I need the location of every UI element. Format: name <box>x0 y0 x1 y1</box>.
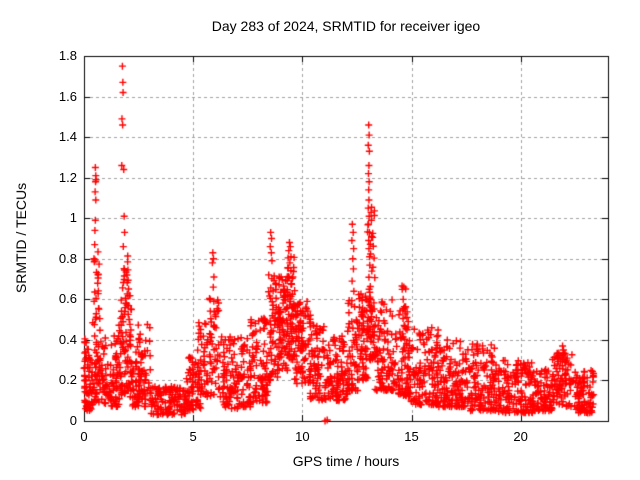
y-tick-label: 0 <box>69 413 77 428</box>
y-tick-label: 0.6 <box>58 291 77 307</box>
y-tick-label: 1.4 <box>58 129 77 145</box>
y-tick-label: 0.8 <box>58 250 77 266</box>
x-axis-label: GPS time / hours <box>292 453 400 469</box>
y-tick-label: 1 <box>69 210 77 226</box>
x-tick-label: 5 <box>189 429 197 444</box>
x-tick-label: 10 <box>295 429 310 444</box>
y-axis-label: SRMTID / TECUs <box>13 182 29 294</box>
y-tick-label: 1.2 <box>58 169 77 185</box>
y-tick-label: 0.2 <box>58 372 77 388</box>
x-tick-label: 0 <box>80 429 88 444</box>
x-tick-label: 20 <box>513 429 528 444</box>
y-tick-label: 1.6 <box>58 88 77 104</box>
x-tick-label: 15 <box>404 429 419 444</box>
y-tick-label: 1.8 <box>58 48 77 63</box>
chart-title: Day 283 of 2024, SRMTID for receiver ige… <box>211 18 481 34</box>
y-tick-label: 0.4 <box>58 331 77 347</box>
